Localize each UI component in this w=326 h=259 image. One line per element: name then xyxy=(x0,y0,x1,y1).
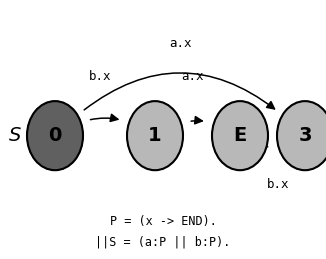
Text: b.x: b.x xyxy=(267,178,289,191)
Text: 0: 0 xyxy=(48,126,62,145)
Text: E: E xyxy=(233,126,247,145)
Text: ||S = (a:P || b:P).: ||S = (a:P || b:P). xyxy=(95,235,231,248)
Circle shape xyxy=(127,101,183,170)
Text: b.x: b.x xyxy=(89,70,111,83)
Text: S: S xyxy=(9,126,21,145)
Text: 3: 3 xyxy=(298,126,312,145)
Circle shape xyxy=(212,101,268,170)
Text: a.x: a.x xyxy=(181,70,203,83)
Text: 1: 1 xyxy=(148,126,162,145)
Circle shape xyxy=(27,101,83,170)
Text: a.x: a.x xyxy=(169,37,191,50)
Text: P = (x -> END).: P = (x -> END). xyxy=(110,215,216,228)
Circle shape xyxy=(277,101,326,170)
